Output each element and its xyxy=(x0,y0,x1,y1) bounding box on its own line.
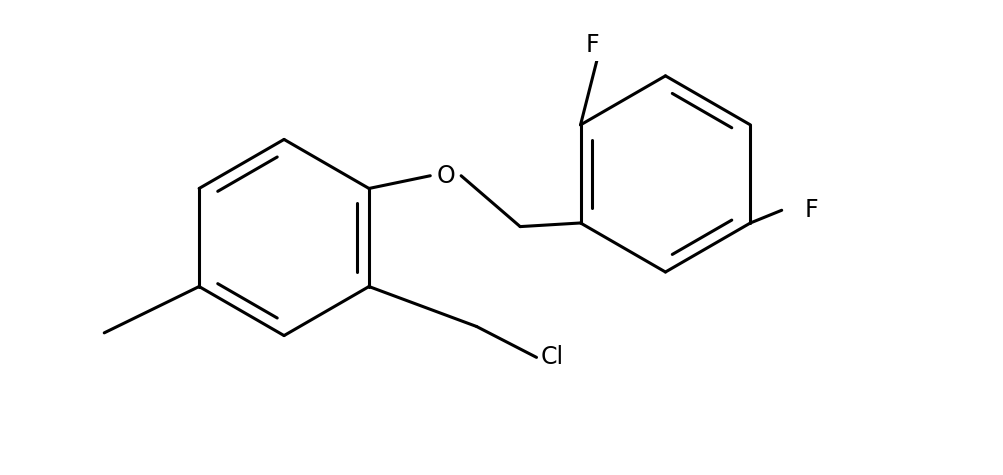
Text: Cl: Cl xyxy=(541,345,564,370)
Text: F: F xyxy=(803,198,817,222)
Text: O: O xyxy=(436,164,454,188)
Text: F: F xyxy=(586,33,599,57)
